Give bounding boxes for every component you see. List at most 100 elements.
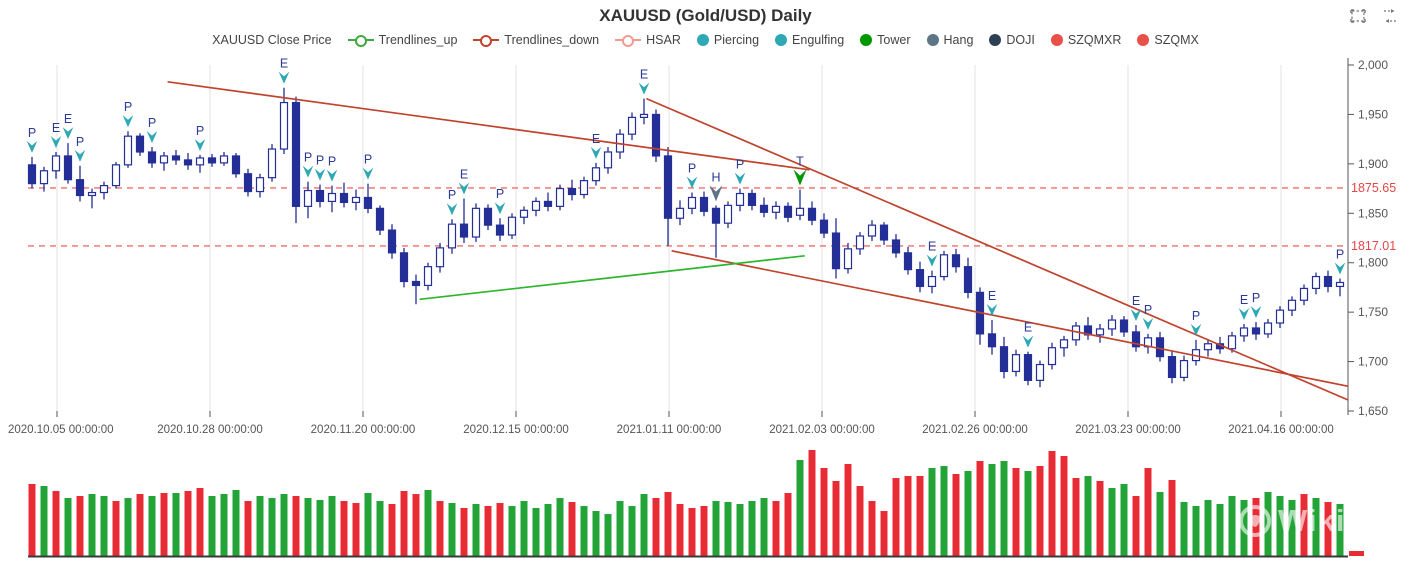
volume-bar[interactable] [1108,488,1116,556]
volume-bar[interactable] [1276,496,1284,556]
legend-item-trendlines-down[interactable]: Trendlines_down [473,33,599,47]
volume-bar[interactable] [28,484,36,556]
volume-bar[interactable] [1132,496,1140,556]
volume-bar[interactable] [892,478,900,556]
pattern-marker-hang-icon[interactable] [709,185,723,202]
candle[interactable] [771,205,781,213]
volume-bar[interactable] [1336,504,1344,556]
candle[interactable] [711,207,721,224]
box-zoom-icon[interactable] [1349,7,1367,25]
pattern-marker-engulfing-icon[interactable] [1130,308,1142,321]
volume-bar[interactable] [1084,476,1092,556]
candle[interactable] [231,155,241,175]
candle[interactable] [399,252,409,283]
pattern-marker-piercing-icon[interactable] [1250,306,1262,319]
volume-bar[interactable] [1252,498,1260,556]
volume-bar[interactable] [676,504,684,556]
volume-bar[interactable] [1288,500,1296,556]
candle[interactable] [63,155,73,181]
volume-bar[interactable] [400,491,408,556]
volume-bar[interactable] [496,503,504,556]
volume-bar[interactable] [1144,468,1152,556]
candle[interactable] [1335,281,1345,288]
candle[interactable] [219,155,229,164]
volume-bar[interactable] [940,466,948,556]
candle[interactable] [291,101,301,207]
volume-bar[interactable] [268,498,276,556]
candle[interactable] [831,232,841,270]
pattern-marker-engulfing-icon[interactable] [986,304,998,317]
pattern-marker-engulfing-icon[interactable] [62,127,74,140]
volume-bar[interactable] [592,511,600,556]
candle[interactable] [1311,275,1321,290]
pattern-marker-engulfing-icon[interactable] [590,146,602,159]
volume-bar[interactable] [232,490,240,556]
candle[interactable] [1263,322,1273,335]
volume-bar[interactable] [88,494,96,556]
candle[interactable] [1035,363,1045,381]
volume-bar[interactable] [760,498,768,556]
candle[interactable] [747,192,757,206]
candle[interactable] [1203,343,1213,351]
volume-bar[interactable] [628,506,636,556]
candle[interactable] [99,185,109,194]
candle[interactable] [1059,339,1069,349]
candle[interactable] [1167,356,1177,378]
volume-bar[interactable] [952,474,960,556]
pattern-marker-piercing-icon[interactable] [302,165,314,178]
volume-bar[interactable] [388,504,396,556]
pattern-marker-piercing-icon[interactable] [686,176,698,189]
volume-bar[interactable] [340,501,348,556]
candle[interactable] [1011,354,1021,373]
volume-bar[interactable] [1036,466,1044,556]
volume-bar[interactable] [460,508,468,556]
pattern-marker-engulfing-icon[interactable] [278,71,290,84]
candle[interactable] [123,135,133,166]
candle[interactable] [243,173,253,193]
candle[interactable] [783,205,793,218]
volume-bar[interactable] [328,496,336,556]
candle[interactable] [1227,335,1237,350]
volume-bar[interactable] [220,494,228,556]
volume-bar[interactable] [724,502,732,556]
candle[interactable] [951,254,961,268]
candle[interactable] [843,248,853,270]
volume-bar[interactable] [1312,498,1320,556]
volume-bar[interactable] [472,504,480,556]
volume-bar[interactable] [1096,481,1104,556]
candle[interactable] [639,113,649,118]
candle[interactable] [1275,309,1285,324]
volume-bar[interactable] [640,494,648,556]
candle[interactable] [555,187,565,207]
volume-bar[interactable] [1000,461,1008,556]
candle[interactable] [687,196,697,209]
volume-bar[interactable] [856,486,864,556]
candle[interactable] [651,113,661,157]
volume-bar[interactable] [928,468,936,556]
volume-bar[interactable] [148,496,156,556]
pattern-marker-piercing-icon[interactable] [1190,323,1202,336]
volume-bar[interactable] [376,501,384,556]
volume-bar[interactable] [1048,451,1056,556]
candle[interactable] [87,191,97,197]
candle[interactable] [963,266,973,293]
candle[interactable] [795,207,805,216]
candle[interactable] [1131,331,1141,348]
volume-bar[interactable] [316,500,324,556]
volume-bar[interactable] [436,501,444,556]
candle[interactable] [759,204,769,213]
candle[interactable] [903,252,913,271]
candle[interactable] [1251,327,1261,335]
candle[interactable] [627,116,637,135]
pattern-marker-piercing-icon[interactable] [194,138,206,151]
legend-item-doji[interactable]: DOJI [989,33,1035,47]
candle[interactable] [27,164,37,185]
legend-item-szqmxr[interactable]: SZQMXR [1050,33,1121,47]
volume-bar[interactable] [664,492,672,556]
volume-bar[interactable] [184,491,192,556]
pattern-marker-engulfing-icon[interactable] [926,254,938,267]
pattern-marker-engulfing-icon[interactable] [458,182,470,195]
candle[interactable] [987,333,997,348]
volume-bar[interactable] [508,506,516,556]
pattern-marker-piercing-icon[interactable] [734,172,746,185]
